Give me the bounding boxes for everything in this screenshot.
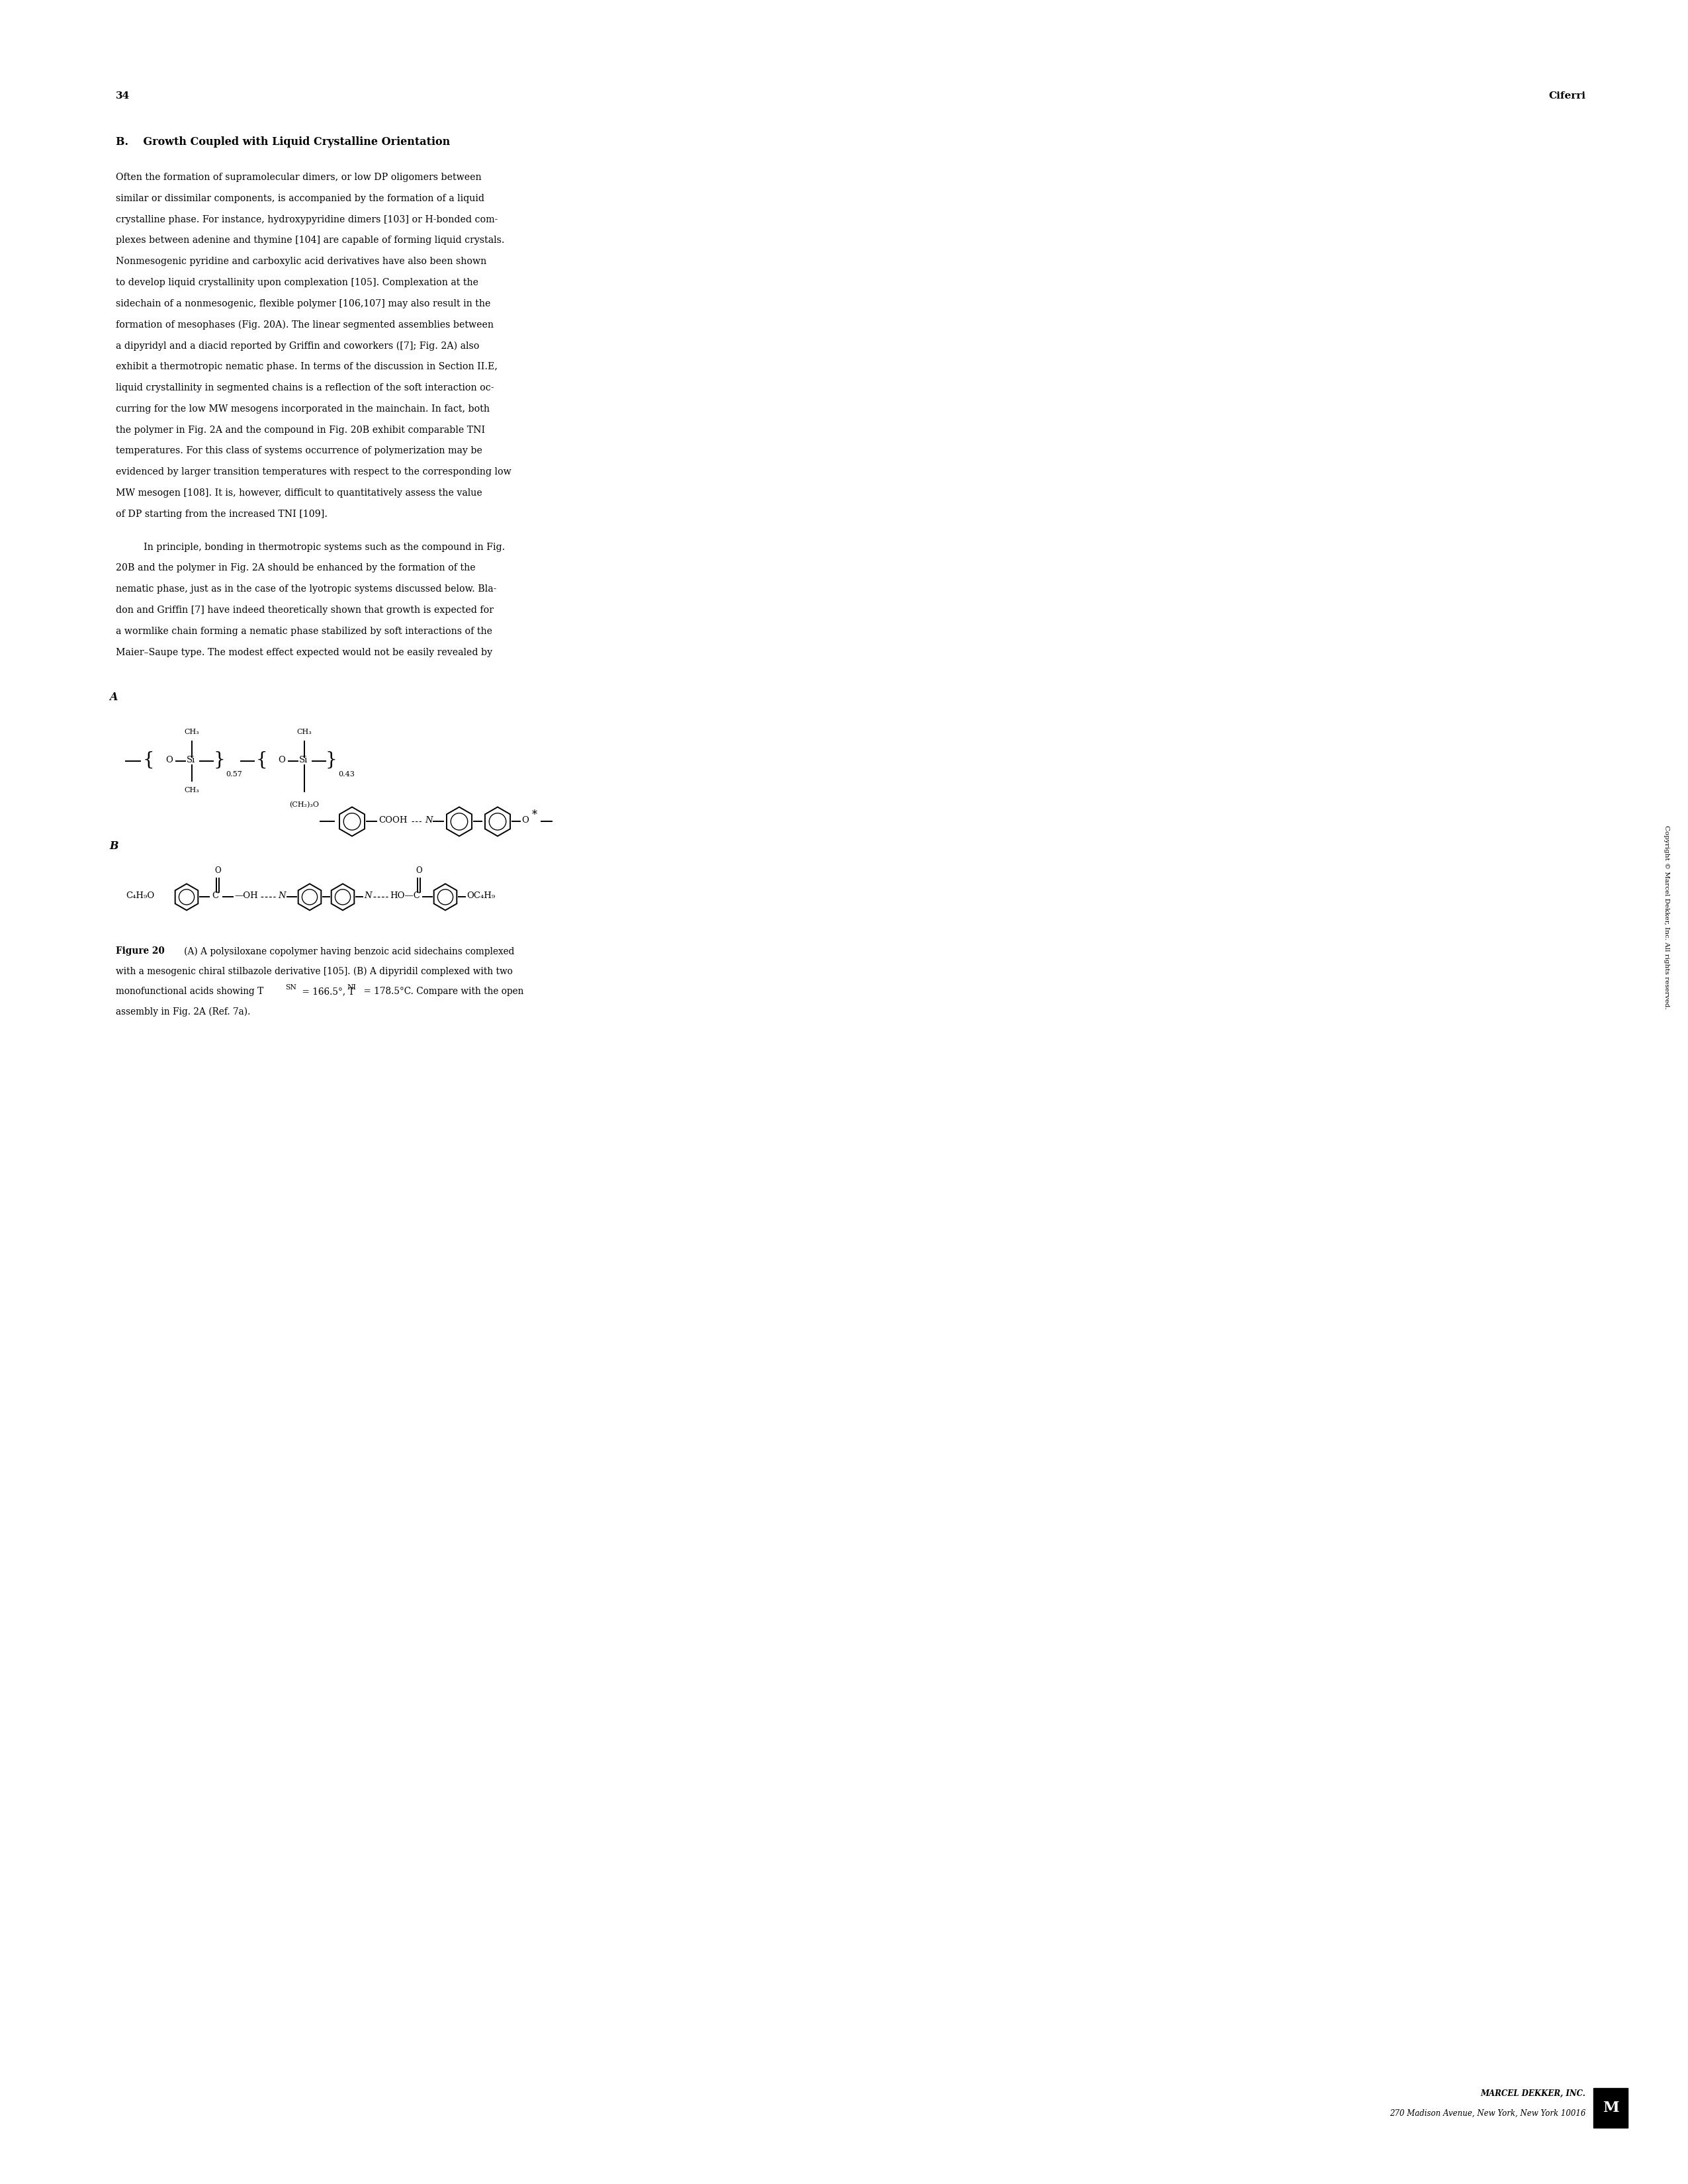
Text: = 166.5°, T: = 166.5°, T [299,987,354,996]
Text: curring for the low MW mesogens incorporated in the mainchain. In fact, both: curring for the low MW mesogens incorpor… [116,404,490,413]
Text: Copyright © Marcel Dekker, Inc. All rights reserved.: Copyright © Marcel Dekker, Inc. All righ… [1664,826,1669,1009]
Text: {: { [143,751,155,769]
Text: M: M [1602,2101,1619,2114]
Text: Maier–Saupe type. The modest effect expected would not be easily revealed by: Maier–Saupe type. The modest effect expe… [116,649,493,657]
Text: 0.43: 0.43 [338,771,354,778]
Text: 0.57: 0.57 [226,771,241,778]
Text: don and Griffin [7] have indeed theoretically shown that growth is expected for: don and Griffin [7] have indeed theoreti… [116,605,493,616]
Text: Si: Si [187,756,196,764]
Text: N: N [279,891,285,900]
Text: O: O [522,817,528,826]
Text: In principle, bonding in thermotropic systems such as the compound in Fig.: In principle, bonding in thermotropic sy… [143,542,505,553]
Text: liquid crystallinity in segmented chains is a reflection of the soft interaction: liquid crystallinity in segmented chains… [116,382,495,393]
Text: MARCEL DEKKER, INC.: MARCEL DEKKER, INC. [1480,2090,1585,2099]
Text: a dipyridyl and a diacid reported by Griffin and coworkers ([7]; Fig. 2A) also: a dipyridyl and a diacid reported by Gri… [116,341,479,352]
Text: O: O [279,756,285,764]
Text: O: O [165,756,172,764]
Text: O: O [214,867,221,876]
Text: a wormlike chain forming a nematic phase stabilized by soft interactions of the: a wormlike chain forming a nematic phase… [116,627,493,636]
Text: crystalline phase. For instance, hydroxypyridine dimers [103] or H-bonded com-: crystalline phase. For instance, hydroxy… [116,214,498,225]
Text: C₄H₉O: C₄H₉O [125,891,154,900]
Text: {: { [257,751,268,769]
Text: exhibit a thermotropic nematic phase. In terms of the discussion in Section II.E: exhibit a thermotropic nematic phase. In… [116,363,498,371]
Text: CH₃: CH₃ [184,786,199,793]
Text: sidechain of a nonmesogenic, flexible polymer [106,107] may also result in the: sidechain of a nonmesogenic, flexible po… [116,299,491,308]
Text: plexes between adenine and thymine [104] are capable of forming liquid crystals.: plexes between adenine and thymine [104]… [116,236,505,245]
Text: }: } [326,751,338,769]
Text: = 178.5°C. Compare with the open: = 178.5°C. Compare with the open [361,987,523,996]
Text: Si: Si [299,756,307,764]
Text: nematic phase, just as in the case of the lyotropic systems discussed below. Bla: nematic phase, just as in the case of th… [116,585,496,594]
Text: B.    Growth Coupled with Liquid Crystalline Orientation: B. Growth Coupled with Liquid Crystallin… [116,135,451,149]
Text: temperatures. For this class of systems occurrence of polymerization may be: temperatures. For this class of systems … [116,446,483,456]
Text: 270 Madison Avenue, New York, New York 10016: 270 Madison Avenue, New York, New York 1… [1389,2110,1585,2118]
Text: Often the formation of supramolecular dimers, or low DP oligomers between: Often the formation of supramolecular di… [116,173,481,181]
Text: SN: SN [285,985,297,992]
Text: (A) A polysiloxane copolymer having benzoic acid sidechains complexed: (A) A polysiloxane copolymer having benz… [176,946,515,957]
Text: similar or dissimilar components, is accompanied by the formation of a liquid: similar or dissimilar components, is acc… [116,194,484,203]
Text: CH₃: CH₃ [297,729,312,736]
Text: with a mesogenic chiral stilbazole derivative [105]. (B) A dipyridil complexed w: with a mesogenic chiral stilbazole deriv… [116,968,513,976]
Text: CH₃: CH₃ [184,729,199,736]
Text: to develop liquid crystallinity upon complexation [105]. Complexation at the: to develop liquid crystallinity upon com… [116,277,478,288]
Text: A: A [110,692,118,703]
Text: *: * [532,810,537,821]
Text: (CH₂)₃O: (CH₂)₃O [290,802,319,808]
Text: of DP starting from the increased TNI [109].: of DP starting from the increased TNI [1… [116,509,327,520]
Text: Figure 20: Figure 20 [116,946,165,957]
Text: N: N [425,817,432,826]
Text: N: N [365,891,371,900]
Text: HO—C: HO—C [390,891,420,900]
Text: evidenced by larger transition temperatures with respect to the corresponding lo: evidenced by larger transition temperatu… [116,467,511,476]
Text: NI: NI [346,985,356,992]
Text: 20B and the polymer in Fig. 2A should be enhanced by the formation of the: 20B and the polymer in Fig. 2A should be… [116,563,476,572]
Text: Ciferri: Ciferri [1548,92,1585,100]
Text: 34: 34 [116,92,130,100]
Text: monofunctional acids showing T: monofunctional acids showing T [116,987,263,996]
Text: the polymer in Fig. 2A and the compound in Fig. 20B exhibit comparable TNI: the polymer in Fig. 2A and the compound … [116,426,484,435]
Text: Nonmesogenic pyridine and carboxylic acid derivatives have also been shown: Nonmesogenic pyridine and carboxylic aci… [116,258,486,266]
Text: —OH: —OH [235,891,258,900]
Text: O: O [415,867,422,876]
Text: formation of mesophases (Fig. 20A). The linear segmented assemblies between: formation of mesophases (Fig. 20A). The … [116,321,493,330]
Text: COOH: COOH [378,817,407,826]
Text: MW mesogen [108]. It is, however, difficult to quantitatively assess the value: MW mesogen [108]. It is, however, diffic… [116,489,483,498]
Text: B: B [110,841,118,852]
Text: OC₄H₉: OC₄H₉ [466,891,495,900]
Text: C: C [211,891,218,900]
FancyBboxPatch shape [1593,2088,1627,2127]
Text: }: } [213,751,225,769]
Text: assembly in Fig. 2A (Ref. 7a).: assembly in Fig. 2A (Ref. 7a). [116,1007,250,1018]
